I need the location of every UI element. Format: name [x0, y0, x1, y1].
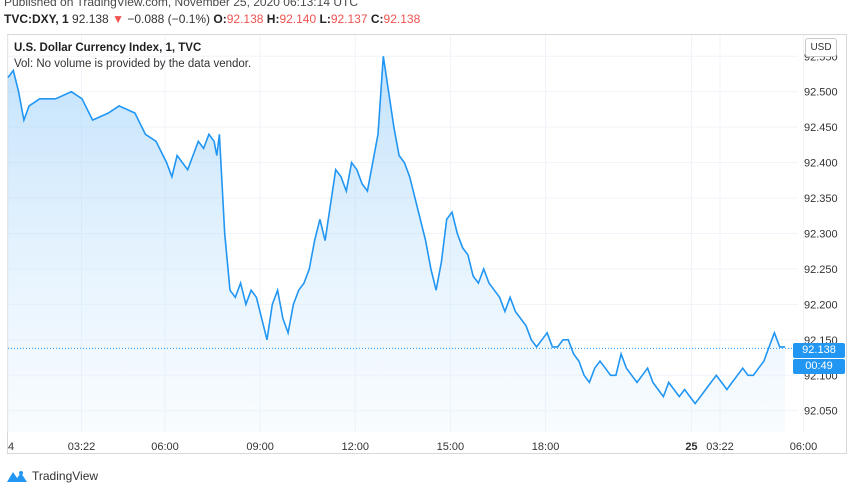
- x-axis-ticks: 4 03:22 06:00 09:00 12:00 15:00 18:00 25 03:22 06…: [8, 441, 817, 453]
- y-tick-label: 92.500: [804, 87, 838, 99]
- close-value: 92.138: [383, 12, 421, 26]
- down-arrow-icon: ▼: [112, 12, 124, 26]
- countdown-tag: 00:49: [793, 359, 845, 374]
- x-tick-label: 4: [8, 441, 14, 453]
- x-tick-label: 06:00: [790, 441, 818, 453]
- high-value: 92.140: [279, 12, 317, 26]
- volume-note: Vol: No volume is provided by the data v…: [14, 58, 252, 70]
- close-label: C:: [370, 12, 384, 26]
- y-tick-label: 92.400: [804, 158, 838, 170]
- y-tick-label: 92.250: [804, 264, 838, 276]
- last-price: 92.138: [72, 12, 109, 26]
- published-note: Published on TradingView.com, November 2…: [4, 0, 358, 9]
- tradingview-logo-text: TradingView: [32, 469, 99, 483]
- y-tick-label: 92.300: [804, 229, 838, 241]
- chart-title: U.S. Dollar Currency Index, 1, TVC: [14, 42, 202, 54]
- symbol-label: TVC:DXY, 1: [4, 12, 69, 26]
- x-tick-label: 06:00: [151, 441, 179, 453]
- footer-logo[interactable]: TradingView: [6, 468, 98, 484]
- tradingview-logo-icon: [7, 471, 27, 482]
- open-label: O:: [213, 12, 227, 26]
- open-value: 92.138: [226, 12, 264, 26]
- price-change: −0.088 (−0.1%): [127, 12, 211, 26]
- y-tick-label: 92.050: [804, 406, 838, 418]
- x-tick-label: 15:00: [437, 441, 465, 453]
- low-value: 92.137: [330, 12, 368, 26]
- price-tag: 92.138: [793, 343, 845, 358]
- x-tick-label: 12:00: [342, 441, 370, 453]
- x-tick-label: 25: [685, 441, 697, 453]
- y-tick-label: 92.200: [804, 299, 838, 311]
- currency-button[interactable]: USD: [805, 38, 837, 57]
- x-tick-label: 18:00: [532, 441, 560, 453]
- price-area-fill: [8, 56, 785, 433]
- low-label: L:: [319, 12, 331, 26]
- price-line: [7, 56, 785, 405]
- ohlc-bar: TVC:DXY, 1 92.138 ▼ −0.088 (−0.1%) O:92.…: [4, 12, 420, 26]
- x-tick-label: 03:22: [706, 441, 734, 453]
- y-tick-label: 92.350: [804, 193, 838, 205]
- x-tick-label: 03:22: [68, 441, 96, 453]
- high-label: H:: [266, 12, 280, 26]
- x-tick-label: 09:00: [246, 441, 274, 453]
- y-tick-label: 92.450: [804, 122, 838, 134]
